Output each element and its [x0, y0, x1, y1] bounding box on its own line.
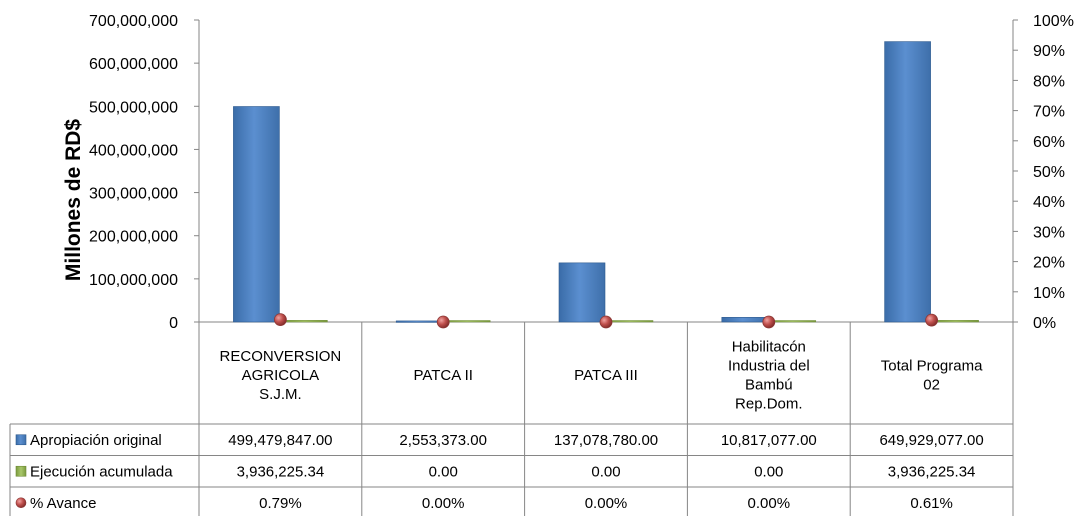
- y2-tick-label: 0%: [1033, 315, 1056, 332]
- bar-ejecucion: [443, 320, 491, 323]
- marker-avance: [436, 315, 450, 329]
- legend-key: [15, 497, 27, 509]
- table-cell: 137,078,780.00: [554, 432, 658, 449]
- table-cell: 0.00%: [585, 495, 628, 512]
- y-tick-label: 500,000,000: [89, 99, 178, 116]
- table-cell: 499,479,847.00: [228, 432, 332, 449]
- category-label-line: PATCA III: [574, 367, 638, 384]
- y2-tick-label: 90%: [1033, 43, 1065, 60]
- bar-apropiacion: [884, 41, 931, 323]
- y2-tick-label: 50%: [1033, 164, 1065, 181]
- category-label: Total Programa 02: [881, 358, 983, 394]
- category-label-line: PATCA II: [413, 367, 472, 384]
- y-tick-label: 600,000,000: [89, 56, 178, 73]
- marker-avance: [599, 315, 613, 329]
- y-tick-label: 700,000,000: [89, 13, 178, 30]
- category-label-line: Bambú: [745, 377, 793, 394]
- y-tick-label: 400,000,000: [89, 142, 178, 159]
- marker-avance: [273, 313, 287, 327]
- y2-tick-label: 10%: [1033, 285, 1065, 302]
- table-cell: 0.00%: [748, 495, 791, 512]
- category-label: PATCA III: [574, 367, 638, 384]
- legend-label: Ejecución acumulada: [30, 463, 173, 480]
- marker-avance: [762, 315, 776, 329]
- y2-tick-label: 80%: [1033, 73, 1065, 90]
- table-cell: 10,817,077.00: [721, 432, 817, 449]
- category-label-line: Habilitacón: [732, 339, 806, 356]
- bar-ejecucion: [281, 320, 328, 323]
- y-axis-title: Millones de RD$: [62, 119, 85, 282]
- table-cell: 0.00: [429, 463, 458, 480]
- legend-key: [15, 434, 27, 446]
- bar-ejecucion: [606, 320, 654, 323]
- legend-key: [15, 465, 27, 477]
- y2-tick-label: 60%: [1033, 134, 1065, 151]
- table-cell: 649,929,077.00: [879, 432, 983, 449]
- table-cell: 3,936,225.34: [237, 463, 325, 480]
- table-cell: 0.00: [754, 463, 783, 480]
- bar-apropiacion: [721, 317, 769, 323]
- category-label-line: Total Programa: [881, 358, 983, 375]
- data-table: RECONVERSION AGRICOLA S.J.M. PATCA II PATCA …: [9, 322, 1014, 516]
- y-axis-right: 0% 10% 20% 30% 40% 50% 60% 70% 80% 90% 100%: [1012, 13, 1074, 332]
- bar-ejecucion: [932, 320, 979, 323]
- y2-tick-label: 40%: [1033, 194, 1065, 211]
- category-label-line: RECONVERSION: [220, 348, 342, 365]
- category-label: RECONVERSION AGRICOLA S.J.M.: [220, 348, 342, 403]
- marker-avance: [925, 313, 938, 327]
- bar-apropiacion: [558, 262, 606, 323]
- table-cell: 0.00%: [422, 495, 465, 512]
- category-label-line: S.J.M.: [259, 386, 302, 403]
- category-label-line: AGRICOLA: [242, 367, 320, 384]
- legend-label: % Avance: [30, 495, 96, 512]
- bar-ejecucion: [769, 320, 817, 323]
- bar-apropiacion: [233, 106, 280, 323]
- category-label: PATCA II: [413, 367, 472, 384]
- table-cell: 0.79%: [259, 495, 302, 512]
- y2-tick-label: 30%: [1033, 224, 1065, 241]
- y-tick-label: 300,000,000: [89, 186, 178, 203]
- category-label-line: Rep.Dom.: [735, 396, 803, 413]
- y2-tick-label: 70%: [1033, 104, 1065, 121]
- y2-tick-label: 100%: [1033, 13, 1074, 30]
- legend-label: Apropiación original: [30, 432, 162, 449]
- table-cell: 2,553,373.00: [399, 432, 487, 449]
- y-axis-left: 0 100,000,000 200,000,000 300,000,000 400,00…: [89, 13, 200, 332]
- plot-area: [199, 41, 1013, 329]
- y-tick-label: 200,000,000: [89, 229, 178, 246]
- table-cell: 3,936,225.34: [888, 463, 976, 480]
- table-cell: 0.61%: [910, 495, 953, 512]
- y2-tick-label: 20%: [1033, 255, 1065, 272]
- category-label-line: Industria del: [728, 358, 810, 375]
- bar-apropiacion: [395, 320, 443, 323]
- table-cell: 0.00: [591, 463, 620, 480]
- y-tick-label: 0: [169, 315, 178, 332]
- category-label-line: 02: [923, 377, 940, 394]
- category-label: Habilitacón Industria del Bambú Rep.Dom.: [728, 339, 810, 413]
- y-tick-label: 100,000,000: [89, 272, 178, 289]
